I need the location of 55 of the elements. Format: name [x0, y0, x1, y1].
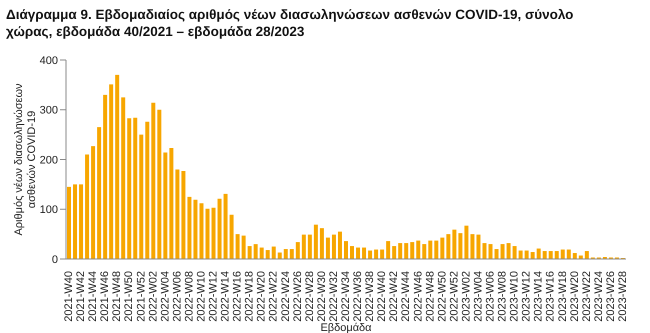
x-tick-label: 2023-W24: [592, 271, 605, 322]
y-tick-label: 100: [40, 204, 58, 216]
x-tick-label: 2022-W04: [159, 271, 172, 322]
x-tick-label: 2023-W04: [472, 271, 484, 322]
x-tick-label: 2022-W16: [232, 271, 244, 322]
x-tick-label: 2022-W50: [436, 271, 448, 322]
x-tick-label: 2023-W22: [580, 271, 593, 322]
x-tick-label: 2022-W06: [171, 271, 184, 322]
x-tick-label: 2023-W14: [532, 271, 545, 322]
x-tick-label: 2021-W52: [135, 271, 148, 322]
x-tick-label: 2021-W42: [75, 271, 88, 322]
x-tick-label: 2022-W44: [400, 271, 412, 322]
x-tick-label: 2023-W16: [544, 271, 557, 322]
x-tick-label: 2023-W08: [496, 271, 509, 322]
x-tick-label: 2021-W46: [99, 271, 112, 322]
x-tick-label: 2022-W14: [220, 271, 232, 322]
chart-title: Διάγραμμα 9. Εβδομαδιαίος αριθμός νέων διασωληνώσεων ασθενών COVID-19, σύνολο χώρας, εβδομάδα 40/2021 – εβδομάδα 28/2023: [5, 6, 574, 40]
x-tick-label: 2022-W52: [448, 271, 460, 322]
x-tick-label: 2023-W06: [484, 271, 497, 322]
x-tick-label: 2022-W38: [364, 271, 376, 322]
x-tick-label: 2023-W28: [616, 271, 629, 322]
x-tick-label: 2022-W34: [340, 271, 352, 322]
x-tick-label: 2022-W08: [183, 271, 196, 322]
x-tick-label: 2022-W40: [376, 271, 388, 322]
x-tick-label: 2022-W10: [195, 271, 208, 322]
x-tick-label: 2022-W20: [256, 271, 268, 322]
x-tick-label: 2022-W36: [352, 271, 364, 322]
x-tick-label: 2021-W50: [123, 271, 136, 322]
x-tick-label: 2023-W20: [568, 271, 581, 322]
x-tick-label: 2023-W12: [520, 271, 533, 322]
x-tick-label: 2021-W48: [111, 271, 124, 322]
x-axis-title: Εβδομάδα: [320, 322, 372, 333]
x-tick-label: 2022-W48: [424, 271, 436, 322]
x-tick-label: 2023-W02: [460, 271, 472, 322]
y-tick-label: 400: [40, 54, 58, 67]
x-tick-label: 2021-W44: [87, 271, 100, 322]
y-tick-label: 300: [40, 104, 58, 117]
x-tick-label: 2022-W28: [304, 271, 316, 322]
x-tick-label: 2022-W22: [268, 271, 280, 322]
x-tick-label: 2022-W30: [316, 271, 328, 322]
x-tick-label: 2022-W42: [388, 271, 400, 322]
x-tick-label: 2023-W10: [508, 271, 521, 322]
x-tick-label: 2022-W02: [147, 271, 160, 322]
x-tick-label: 2022-W18: [244, 271, 256, 322]
x-tick-label: 2022-W12: [208, 271, 220, 322]
x-tick-label: 2022-W26: [292, 271, 304, 322]
x-tick-label: 2022-W46: [412, 271, 424, 322]
y-tick-label: 0: [52, 254, 58, 266]
x-tick-label: 2022-W32: [328, 271, 340, 322]
y-axis-title: Αριθμός νέων διασωληνώσεων ασθενών COVID-19: [13, 82, 38, 236]
x-tick-label: 2022-W24: [280, 271, 292, 322]
x-tick-label: 2021-W40: [63, 271, 76, 322]
x-tick-label: 2023-W18: [556, 271, 569, 322]
x-tick-label: 2023-W26: [604, 271, 617, 322]
y-tick-label: 200: [40, 154, 58, 166]
